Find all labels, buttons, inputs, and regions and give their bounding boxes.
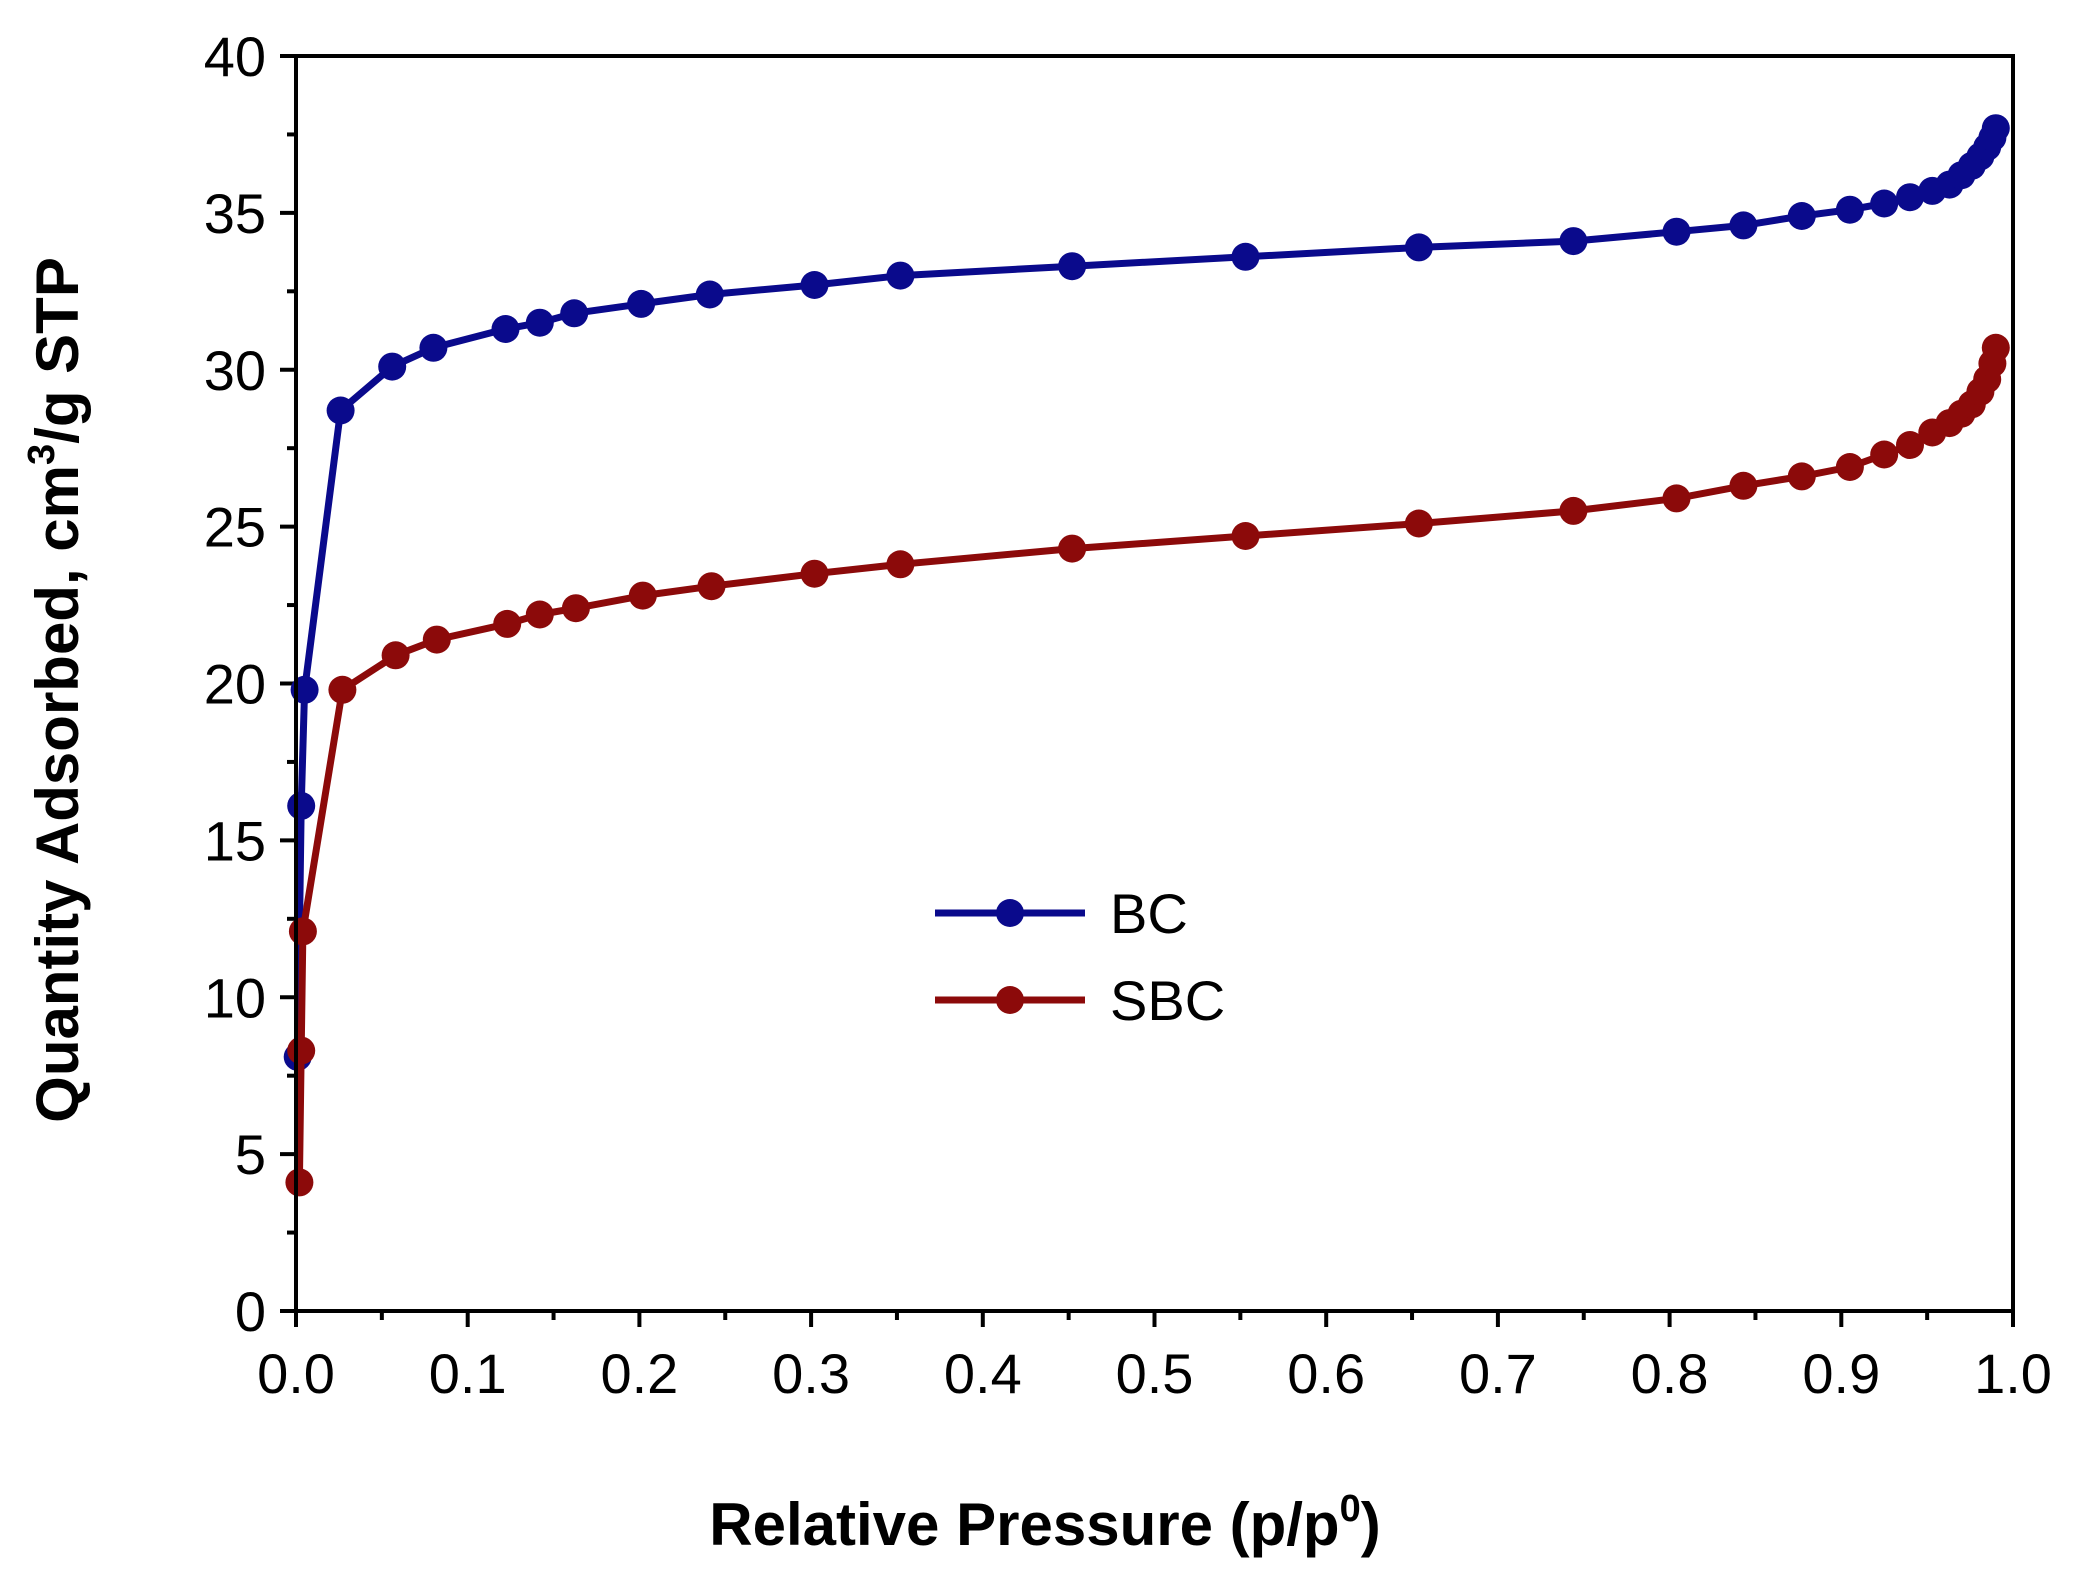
y-axis-title: Quantity Adsorbed, cm3/g STP bbox=[21, 257, 91, 1123]
y-tick-label: 35 bbox=[204, 182, 266, 245]
data-point-bc bbox=[1870, 189, 1899, 218]
data-point-sbc bbox=[1787, 462, 1816, 491]
data-point-bc bbox=[886, 261, 915, 290]
legend-label-bc: BC bbox=[1110, 882, 1188, 945]
series-layer bbox=[283, 114, 2010, 1197]
series-bc bbox=[283, 114, 2010, 1071]
y-tick-label: 5 bbox=[235, 1123, 266, 1186]
x-tick-label: 0.7 bbox=[1459, 1342, 1537, 1405]
data-point-bc bbox=[1981, 114, 2010, 143]
x-axis-title-superscript: 0 bbox=[1340, 1488, 1361, 1530]
data-point-bc bbox=[695, 280, 724, 309]
data-point-bc bbox=[1729, 211, 1758, 240]
data-point-bc bbox=[800, 271, 829, 299]
data-point-sbc bbox=[1835, 453, 1864, 481]
data-point-sbc bbox=[287, 1036, 316, 1065]
x-tick-label: 0.4 bbox=[944, 1342, 1022, 1405]
data-point-sbc bbox=[886, 550, 915, 579]
y-tick-label: 40 bbox=[204, 25, 266, 88]
data-point-sbc bbox=[561, 594, 590, 623]
y-tick-label: 0 bbox=[235, 1280, 266, 1343]
data-point-bc bbox=[1231, 242, 1260, 271]
data-point-sbc bbox=[288, 917, 317, 946]
data-point-bc bbox=[419, 333, 448, 362]
data-point-bc bbox=[491, 315, 520, 343]
data-point-bc bbox=[1662, 217, 1691, 246]
y-axis-title-end: /g STP bbox=[24, 257, 91, 444]
data-point-sbc bbox=[1896, 431, 1924, 459]
data-point-sbc bbox=[800, 559, 829, 588]
data-point-bc bbox=[1559, 227, 1588, 256]
x-tick-label: 0.6 bbox=[1287, 1342, 1365, 1405]
x-tick-label: 0.5 bbox=[1116, 1342, 1194, 1405]
data-point-sbc bbox=[422, 625, 451, 654]
x-axis-title: Relative Pressure (p/p0) bbox=[709, 1488, 1380, 1558]
x-axis-title-main: Relative Pressure (p/p bbox=[709, 1491, 1339, 1558]
y-tick-label: 10 bbox=[204, 966, 266, 1029]
data-point-sbc bbox=[381, 641, 410, 670]
legend-marker-bc bbox=[996, 899, 1024, 927]
data-point-bc bbox=[326, 396, 355, 425]
x-axis-title-end: ) bbox=[1361, 1491, 1381, 1558]
data-point-sbc bbox=[285, 1168, 314, 1197]
data-point-sbc bbox=[1559, 496, 1588, 525]
y-axis-title-main: Quantity Adsorbed, cm bbox=[24, 465, 91, 1123]
data-point-bc bbox=[1787, 202, 1816, 230]
data-point-bc bbox=[287, 791, 316, 820]
data-point-bc bbox=[378, 352, 407, 381]
legend-entry-bc: BC bbox=[935, 882, 1188, 945]
legend: BC SBC bbox=[935, 882, 1225, 1032]
y-tick-label: 15 bbox=[204, 809, 266, 872]
data-point-bc bbox=[1896, 183, 1924, 212]
data-point-sbc bbox=[1231, 522, 1260, 550]
legend-entry-sbc: SBC bbox=[935, 969, 1225, 1032]
data-point-bc bbox=[627, 289, 656, 318]
y-tick-label: 25 bbox=[204, 496, 266, 559]
x-tick-label: 0.3 bbox=[772, 1342, 850, 1405]
data-point-bc bbox=[1404, 233, 1433, 262]
series-sbc bbox=[285, 333, 2010, 1197]
legend-marker-sbc bbox=[996, 986, 1024, 1014]
data-point-bc bbox=[1058, 252, 1087, 281]
data-point-sbc bbox=[628, 581, 657, 610]
data-point-sbc bbox=[525, 600, 554, 629]
data-point-sbc bbox=[1662, 484, 1691, 513]
x-tick-label: 0.1 bbox=[429, 1342, 507, 1405]
x-tick-label: 0.0 bbox=[257, 1342, 335, 1405]
data-point-sbc bbox=[328, 675, 357, 704]
data-point-sbc bbox=[1981, 333, 2010, 362]
x-tick-label: 0.8 bbox=[1631, 1342, 1709, 1405]
data-point-sbc bbox=[493, 609, 522, 638]
tick-labels: 0.0 0.1 0.2 0.3 0.4 0.5 0.6 0.7 0.8 0.9 1.0 0 5 10 15 2… bbox=[204, 25, 2052, 1405]
data-point-bc bbox=[560, 299, 589, 328]
plot-frame bbox=[294, 54, 2015, 1313]
y-tick-label: 20 bbox=[204, 653, 266, 716]
axis-ticks bbox=[280, 54, 2015, 1327]
data-point-sbc bbox=[1870, 440, 1899, 469]
x-tick-label: 1.0 bbox=[1974, 1342, 2052, 1405]
data-point-bc bbox=[525, 308, 554, 337]
data-point-bc bbox=[1835, 195, 1864, 224]
legend-label-sbc: SBC bbox=[1110, 969, 1225, 1032]
y-tick-label: 30 bbox=[204, 339, 266, 402]
data-point-sbc bbox=[1058, 534, 1087, 563]
data-point-sbc bbox=[1729, 471, 1758, 500]
data-point-sbc bbox=[697, 572, 726, 601]
x-tick-label: 0.2 bbox=[600, 1342, 678, 1405]
data-point-sbc bbox=[1404, 509, 1433, 538]
x-tick-label: 0.9 bbox=[1802, 1342, 1880, 1405]
y-axis-title-superscript: 3 bbox=[21, 444, 63, 465]
